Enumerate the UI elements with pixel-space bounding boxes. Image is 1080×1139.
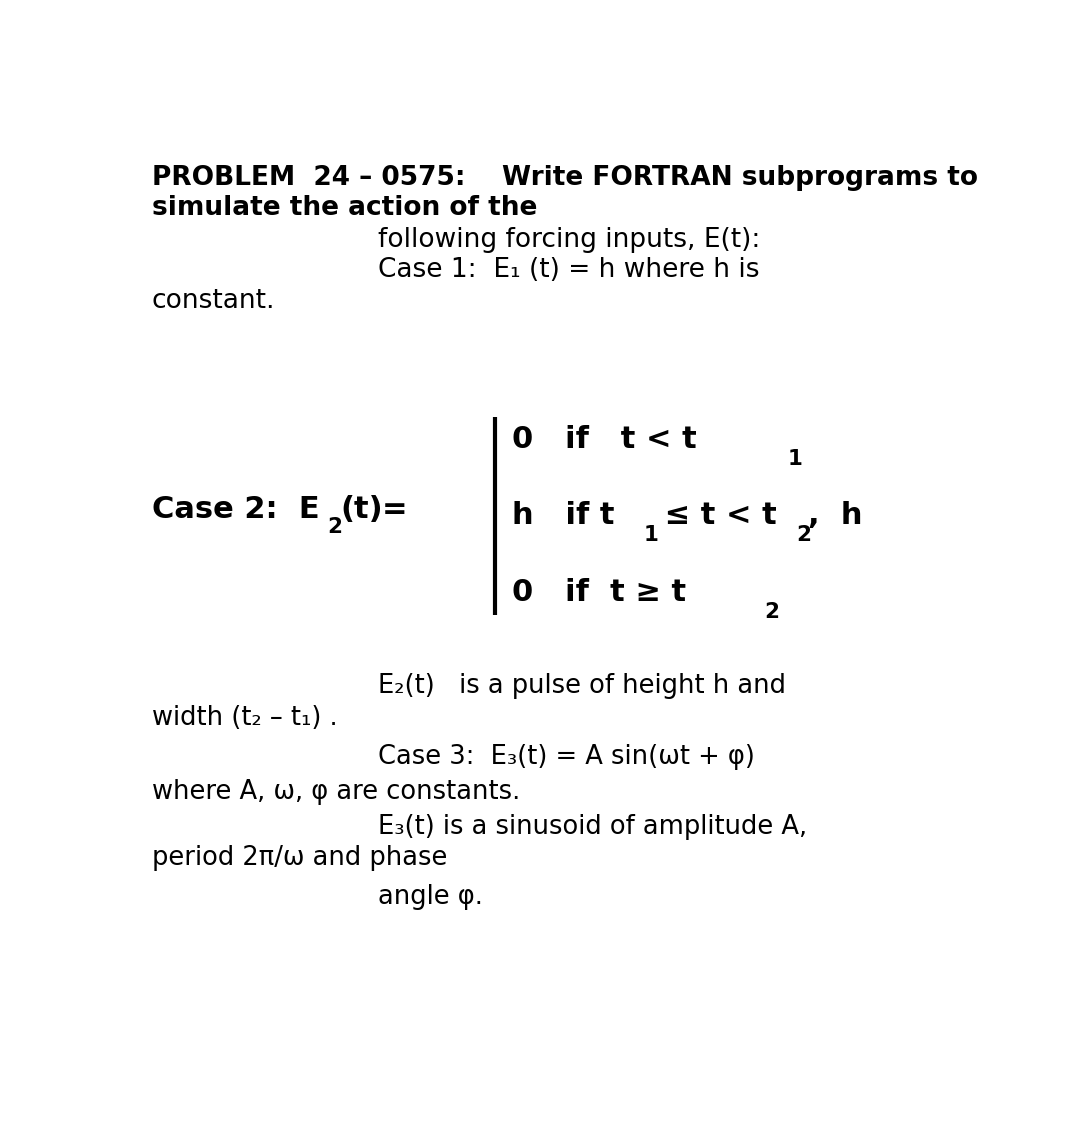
Text: 1: 1 bbox=[644, 525, 659, 544]
Text: PROBLEM  24 – 0575:    Write FORTRAN subprograms to: PROBLEM 24 – 0575: Write FORTRAN subprog… bbox=[151, 165, 977, 190]
Text: h   if t: h if t bbox=[512, 501, 615, 530]
Text: ≤ t < t: ≤ t < t bbox=[653, 501, 777, 530]
Text: simulate the action of the: simulate the action of the bbox=[151, 196, 537, 221]
Text: 0   if  t ≥ t: 0 if t ≥ t bbox=[512, 579, 686, 607]
Text: Case 1:  E₁ (t) = h where h is: Case 1: E₁ (t) = h where h is bbox=[378, 256, 759, 282]
Text: 2: 2 bbox=[796, 525, 811, 544]
Text: E₂(t)   is a pulse of height h and: E₂(t) is a pulse of height h and bbox=[378, 673, 786, 699]
Text: Case 2:  E: Case 2: E bbox=[151, 495, 320, 524]
Text: 2: 2 bbox=[327, 517, 342, 536]
Text: ,  h: , h bbox=[808, 501, 863, 530]
Text: =: = bbox=[382, 495, 407, 524]
Text: 2: 2 bbox=[765, 603, 780, 622]
Text: 1: 1 bbox=[788, 449, 802, 468]
Text: period 2π/ω and phase: period 2π/ω and phase bbox=[151, 845, 447, 871]
Text: 0   if   t < t: 0 if t < t bbox=[512, 425, 697, 453]
Text: following forcing inputs, E(t):: following forcing inputs, E(t): bbox=[378, 227, 760, 253]
Text: E₃(t) is a sinusoid of amplitude A,: E₃(t) is a sinusoid of amplitude A, bbox=[378, 813, 807, 839]
Text: constant.: constant. bbox=[151, 287, 275, 313]
Text: Case 3:  E₃(t) = A sin(ωt + φ): Case 3: E₃(t) = A sin(ωt + φ) bbox=[378, 744, 755, 770]
Text: (t): (t) bbox=[340, 495, 382, 524]
Text: where A, ω, φ are constants.: where A, ω, φ are constants. bbox=[151, 779, 519, 804]
Text: angle φ.: angle φ. bbox=[378, 884, 483, 910]
Text: width (t₂ – t₁) .: width (t₂ – t₁) . bbox=[151, 705, 337, 731]
